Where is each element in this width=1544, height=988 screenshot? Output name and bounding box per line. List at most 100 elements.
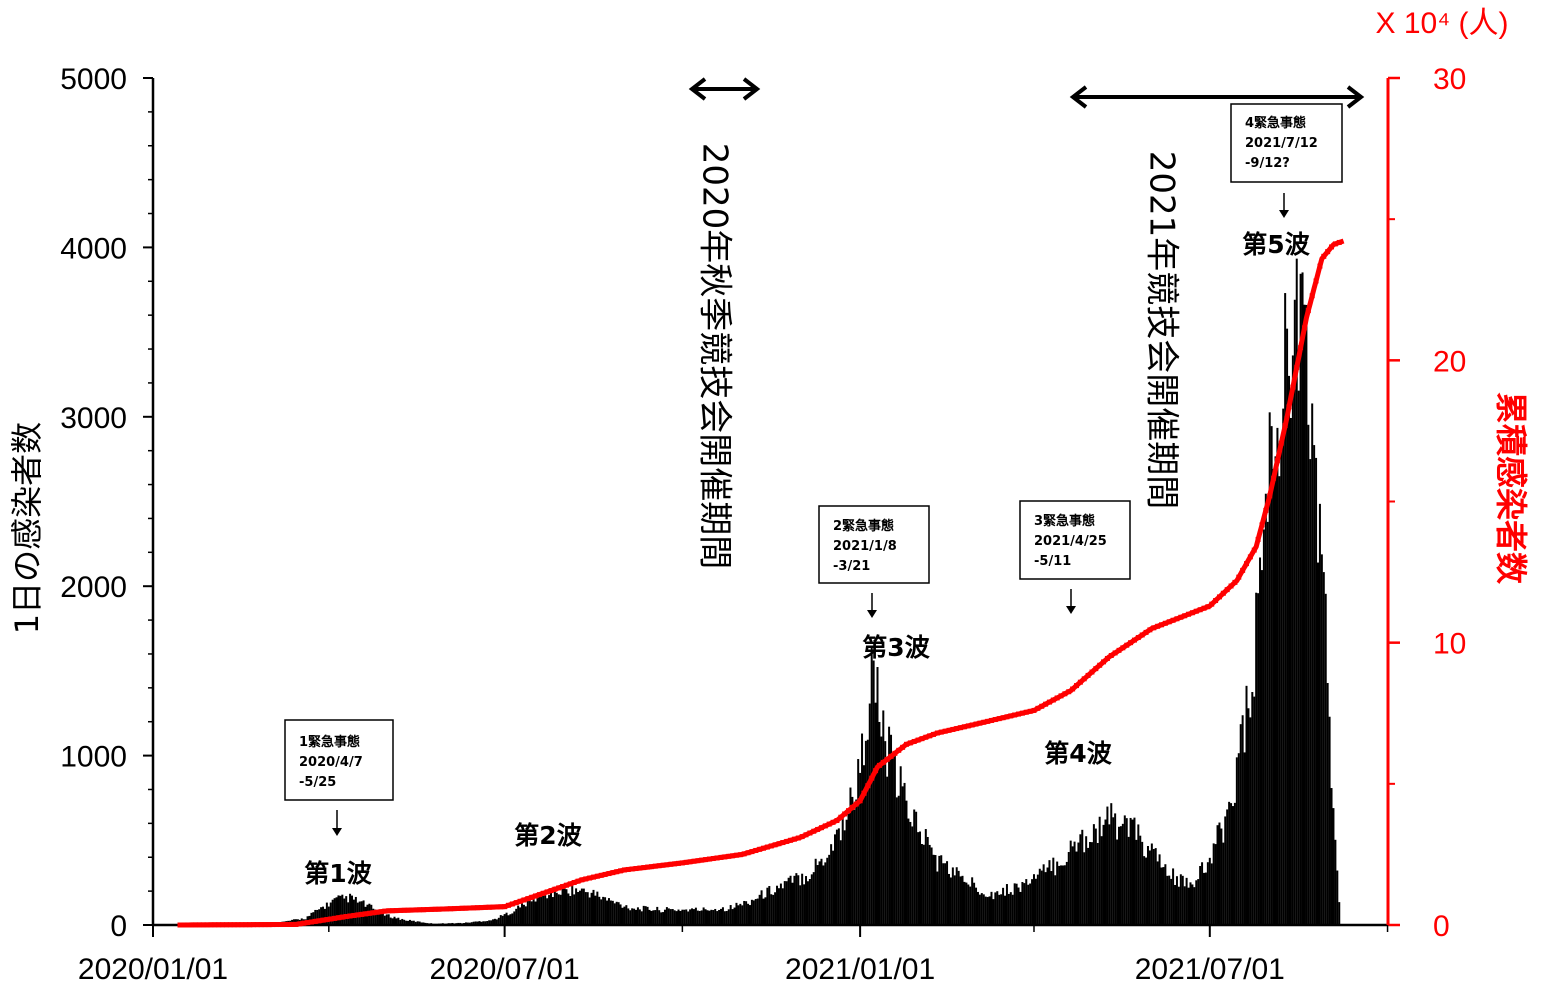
daily-bar: [352, 899, 355, 925]
cumulative-marker: [1290, 384, 1296, 390]
daily-bar: [434, 923, 437, 925]
daily-bar: [1305, 304, 1308, 925]
daily-bar: [760, 890, 763, 925]
daily-bar: [381, 911, 384, 925]
daily-bar: [1114, 813, 1117, 925]
cumulative-marker: [1274, 458, 1280, 464]
daily-bar: [982, 894, 985, 925]
cumulative-marker: [648, 864, 654, 870]
x-tick-label: 2020/01/01: [78, 953, 228, 986]
cumulative-marker: [235, 922, 241, 928]
cumulative-marker: [1023, 709, 1029, 715]
daily-bar: [1316, 562, 1319, 925]
cumulative-marker: [401, 907, 407, 913]
daily-bar: [1218, 822, 1221, 925]
daily-bar: [650, 910, 653, 925]
daily-bar: [716, 911, 719, 925]
daily-bar: [1137, 824, 1140, 925]
daily-bar: [631, 908, 634, 925]
daily-bar: [325, 902, 328, 925]
daily-bar: [810, 874, 813, 925]
cumulative-marker: [363, 911, 369, 917]
cumulative-marker: [1012, 712, 1018, 718]
daily-bar: [320, 907, 323, 925]
daily-bar: [932, 854, 935, 925]
cumulative-marker: [316, 918, 322, 924]
cumulative-marker: [533, 893, 539, 899]
daily-bar: [401, 918, 404, 925]
daily-bar: [1303, 304, 1306, 925]
daily-bar: [546, 898, 549, 925]
daily-bar: [733, 907, 736, 925]
cumulative-marker: [873, 768, 879, 774]
cumulative-marker: [270, 922, 276, 928]
daily-bar: [828, 854, 831, 925]
cumulative-marker: [289, 921, 295, 927]
cumulative-marker: [1220, 590, 1226, 596]
daily-bar: [323, 908, 326, 925]
daily-bar: [350, 895, 353, 925]
cumulative-marker: [517, 898, 523, 904]
cumulative-marker: [598, 872, 604, 878]
right-y-tick-label: 10: [1433, 628, 1466, 661]
daily-bar: [374, 909, 377, 925]
daily-bar: [762, 898, 765, 925]
cumulative-marker: [618, 868, 624, 874]
daily-bar: [739, 903, 742, 925]
daily-bar: [521, 903, 524, 925]
cumulative-marker: [761, 845, 767, 851]
daily-bar: [588, 897, 591, 925]
daily-bar: [383, 915, 386, 925]
cumulative-marker: [1073, 683, 1079, 689]
cumulative-marker: [463, 905, 469, 911]
daily-bar: [590, 892, 593, 925]
cumulative-marker: [312, 918, 318, 924]
cumulative-marker: [861, 790, 867, 796]
cumulative-marker: [946, 727, 952, 733]
daily-bar: [509, 914, 512, 925]
daily-bar: [1127, 836, 1130, 925]
daily-bar: [832, 850, 835, 925]
daily-bar: [1255, 592, 1258, 925]
daily-bar: [1243, 752, 1246, 925]
daily-bar: [451, 922, 454, 925]
cumulative-marker: [544, 889, 550, 895]
cumulative-marker: [1336, 239, 1342, 245]
daily-bar: [938, 855, 941, 925]
cumulative-marker: [1309, 293, 1315, 299]
daily-bar: [1326, 683, 1329, 925]
wave-label-2: 第2波: [514, 821, 582, 850]
cumulative-marker: [509, 901, 515, 907]
x-tick-label: 2020/07/01: [430, 953, 580, 986]
daily-bar: [1050, 871, 1053, 925]
daily-bar: [1141, 841, 1144, 925]
cumulative-marker: [1151, 625, 1157, 631]
daily-bar: [671, 909, 674, 925]
cumulative-marker: [880, 759, 886, 765]
cumulative-marker: [478, 905, 484, 911]
daily-bar: [723, 911, 726, 925]
cumulative-marker: [610, 870, 616, 876]
daily-bar: [687, 911, 690, 925]
daily-bar: [1000, 894, 1003, 925]
cumulative-marker: [448, 906, 454, 912]
daily-bar: [1183, 886, 1186, 925]
daily-bar: [534, 901, 537, 925]
cumulative-marker: [1031, 707, 1037, 713]
daily-bar: [884, 741, 887, 925]
cumulative-marker: [714, 855, 720, 861]
cumulative-marker: [780, 840, 786, 846]
daily-bar: [503, 914, 506, 925]
cumulative-marker: [444, 906, 450, 912]
daily-bar: [1231, 806, 1234, 925]
daily-bar: [1276, 427, 1279, 925]
daily-bar: [461, 923, 464, 925]
daily-bar: [532, 896, 535, 925]
daily-bar: [1260, 570, 1263, 925]
daily-bar: [1121, 823, 1124, 925]
daily-bar: [942, 863, 945, 925]
daily-bar: [1179, 874, 1182, 925]
daily-bar: [845, 819, 848, 925]
daily-bar: [849, 787, 852, 925]
cumulative-marker: [741, 851, 747, 857]
